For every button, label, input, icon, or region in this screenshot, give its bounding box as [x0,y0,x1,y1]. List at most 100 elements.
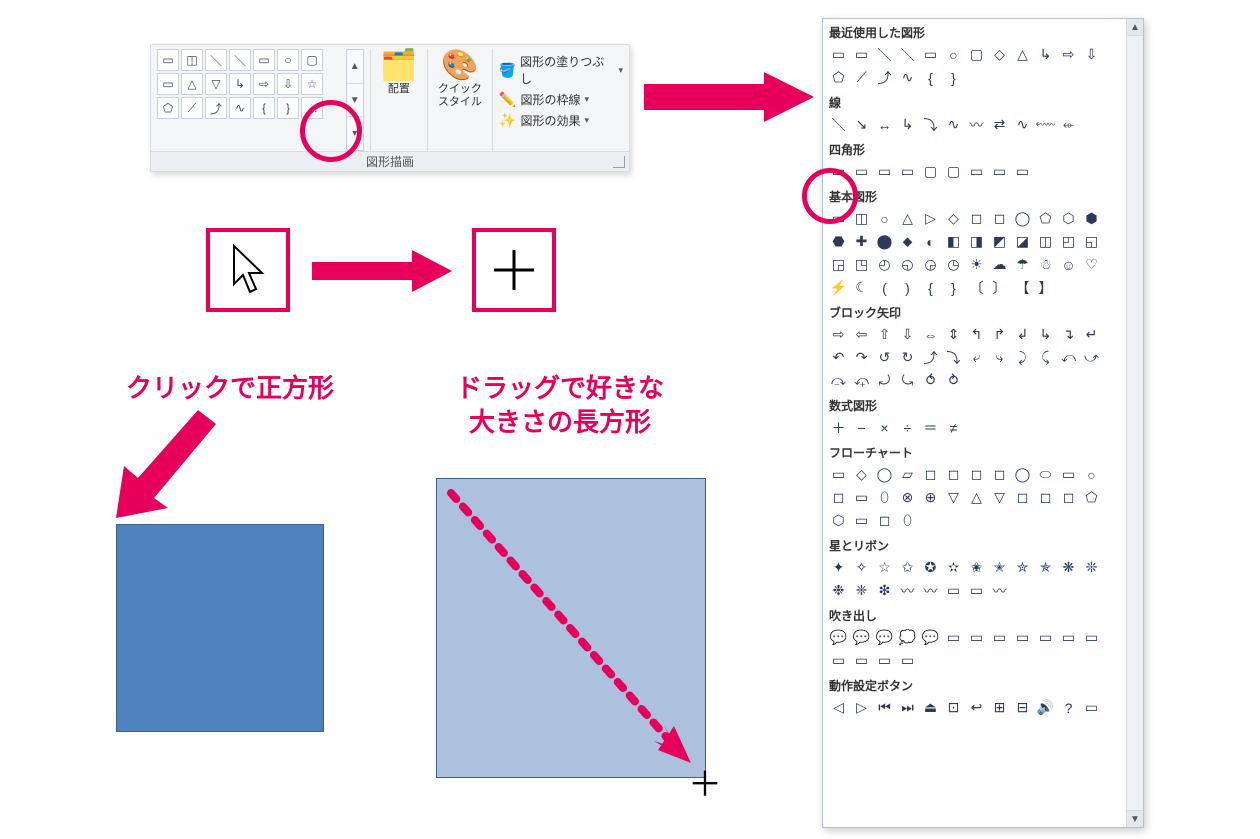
shape-item[interactable]: − [850,416,873,439]
shape-item[interactable]: ✚ [850,230,873,253]
shape-item[interactable]: ◻ [942,463,965,486]
scroll-up-icon[interactable]: ▲ [1127,19,1143,36]
shape-item[interactable]: ⟋ [850,66,873,89]
shape-item[interactable]: ▭ [827,463,850,486]
shape-item[interactable]: ＼ [873,43,896,66]
shape-item[interactable]: ◱ [1080,230,1103,253]
shape-fill-button[interactable]: 🪣 図形の塗りつぶし ▾ [499,53,624,87]
shape-item[interactable]: ⤽ [850,369,873,392]
shape-item[interactable]: △ [896,207,919,230]
mini-shape-item[interactable]: ○ [277,49,299,71]
shape-item[interactable]: ▭ [988,626,1011,649]
shape-item[interactable]: ◰ [1057,230,1080,253]
shape-item[interactable]: ○ [1080,463,1103,486]
shape-item[interactable]: ◵ [896,253,919,276]
shape-item[interactable]: ☃ [1034,253,1057,276]
shape-item[interactable]: ✮ [1011,556,1034,579]
shape-item[interactable]: ◻ [988,207,1011,230]
gallery-more-button[interactable]: ▾ [347,117,363,150]
shape-item[interactable]: △ [965,486,988,509]
shape-item[interactable]: ▢ [965,43,988,66]
shape-item[interactable]: ☾ [850,276,873,299]
shape-item[interactable]: ◯ [1011,463,1034,486]
shape-item[interactable]: ✫ [942,556,965,579]
shape-item[interactable]: ＼ [827,113,850,136]
shape-item[interactable]: ∿ [942,113,965,136]
shape-item[interactable]: ⤵ [942,346,965,369]
shape-item[interactable]: ◇ [988,43,1011,66]
shape-item[interactable]: ☆ [873,556,896,579]
shape-item[interactable]: ⬡ [827,509,850,532]
shape-item[interactable]: ▭ [850,509,873,532]
mini-shape-item[interactable]: ▭ [253,49,275,71]
shape-item[interactable]: ↳ [1034,323,1057,346]
shape-item[interactable]: ↳ [896,113,919,136]
shape-item[interactable]: 💬 [873,626,896,649]
shape-item[interactable]: 〰 [965,113,988,136]
shape-item[interactable]: ✦ [827,556,850,579]
shape-item[interactable]: ✬ [965,556,988,579]
shape-item[interactable]: ◻ [965,207,988,230]
shape-item[interactable]: ▭ [1011,160,1034,183]
gallery-scroll[interactable]: ▲ ▼ ▾ [346,49,364,151]
shape-item[interactable]: ▢ [919,160,942,183]
shape-item[interactable]: ▭ [850,43,873,66]
shape-item[interactable]: } [942,66,965,89]
shape-item[interactable]: ⤴ [919,346,942,369]
shape-item[interactable]: ○ [873,207,896,230]
shape-item[interactable]: ▭ [988,160,1011,183]
arrange-button[interactable]: 🗂️ 配置 [377,49,422,151]
shape-item[interactable]: ↺ [873,346,896,369]
shape-item[interactable]: 💭 [896,626,919,649]
shape-item[interactable]: ◨ [965,230,988,253]
mini-shape-item[interactable]: ▭ [157,49,179,71]
mini-shape-item[interactable]: ＼ [229,49,251,71]
shape-item[interactable]: ▭ [873,160,896,183]
shape-item[interactable]: ❇ [873,579,896,602]
shape-item[interactable]: ⇧ [873,323,896,346]
shape-item[interactable]: ⊞ [988,696,1011,719]
mini-shape-item[interactable]: ＼ [205,49,227,71]
shape-item[interactable]: ⬰ [1057,113,1080,136]
shape-item[interactable]: ▷ [850,696,873,719]
mini-shape-item[interactable]: ⬠ [157,97,179,119]
shape-item[interactable]: ❉ [827,579,850,602]
shape-item[interactable]: ⬠ [827,66,850,89]
shape-item[interactable]: ⊗ [896,486,919,509]
shape-item[interactable]: ⬳ [1034,113,1057,136]
shape-item[interactable]: 💬 [850,626,873,649]
shape-item[interactable]: ▭ [873,649,896,672]
shape-item[interactable]: ▽ [942,486,965,509]
shape-item[interactable]: 〰 [988,579,1011,602]
shape-item[interactable]: ⤶ [965,346,988,369]
shape-item[interactable]: ▭ [965,626,988,649]
mini-shape-item[interactable]: △ [181,73,203,95]
mini-shape-item[interactable]: ⇨ [253,73,275,95]
shape-item[interactable]: ▱ [896,463,919,486]
shape-item[interactable]: ▭ [942,626,965,649]
shape-item[interactable]: ▭ [827,207,850,230]
shape-item[interactable]: ▭ [919,43,942,66]
shape-item[interactable]: ⬭ [1034,463,1057,486]
shape-item[interactable]: ⊡ [942,696,965,719]
shape-item[interactable]: ⤾ [873,369,896,392]
shape-item[interactable]: ▭ [965,579,988,602]
quick-styles-button[interactable]: 🎨 クイック スタイル [434,49,485,151]
shape-item[interactable]: ◐ [919,230,942,253]
mini-shape-item[interactable]: ⤴ [205,97,227,119]
shape-item[interactable]: ↶ [827,346,850,369]
gallery-scroll-down[interactable]: ▼ [347,84,363,118]
shape-item[interactable]: ◩ [988,230,1011,253]
shape-item[interactable]: ⥁ [942,369,965,392]
shape-item[interactable]: ⏭ [896,696,919,719]
shape-item[interactable]: ↔ [873,113,896,136]
shape-item[interactable]: ◻ [827,486,850,509]
shape-item[interactable]: ▭ [827,160,850,183]
shape-item[interactable]: ⊟ [1011,696,1034,719]
shape-item[interactable]: ⬡ [1057,207,1080,230]
shape-item[interactable]: △ [1011,43,1034,66]
shape-effects-button[interactable]: ✨ 図形の効果 ▾ [499,112,624,129]
shape-item[interactable]: ◲ [827,253,850,276]
shape-item[interactable]: ◻ [919,463,942,486]
shape-item[interactable]: ○ [942,43,965,66]
